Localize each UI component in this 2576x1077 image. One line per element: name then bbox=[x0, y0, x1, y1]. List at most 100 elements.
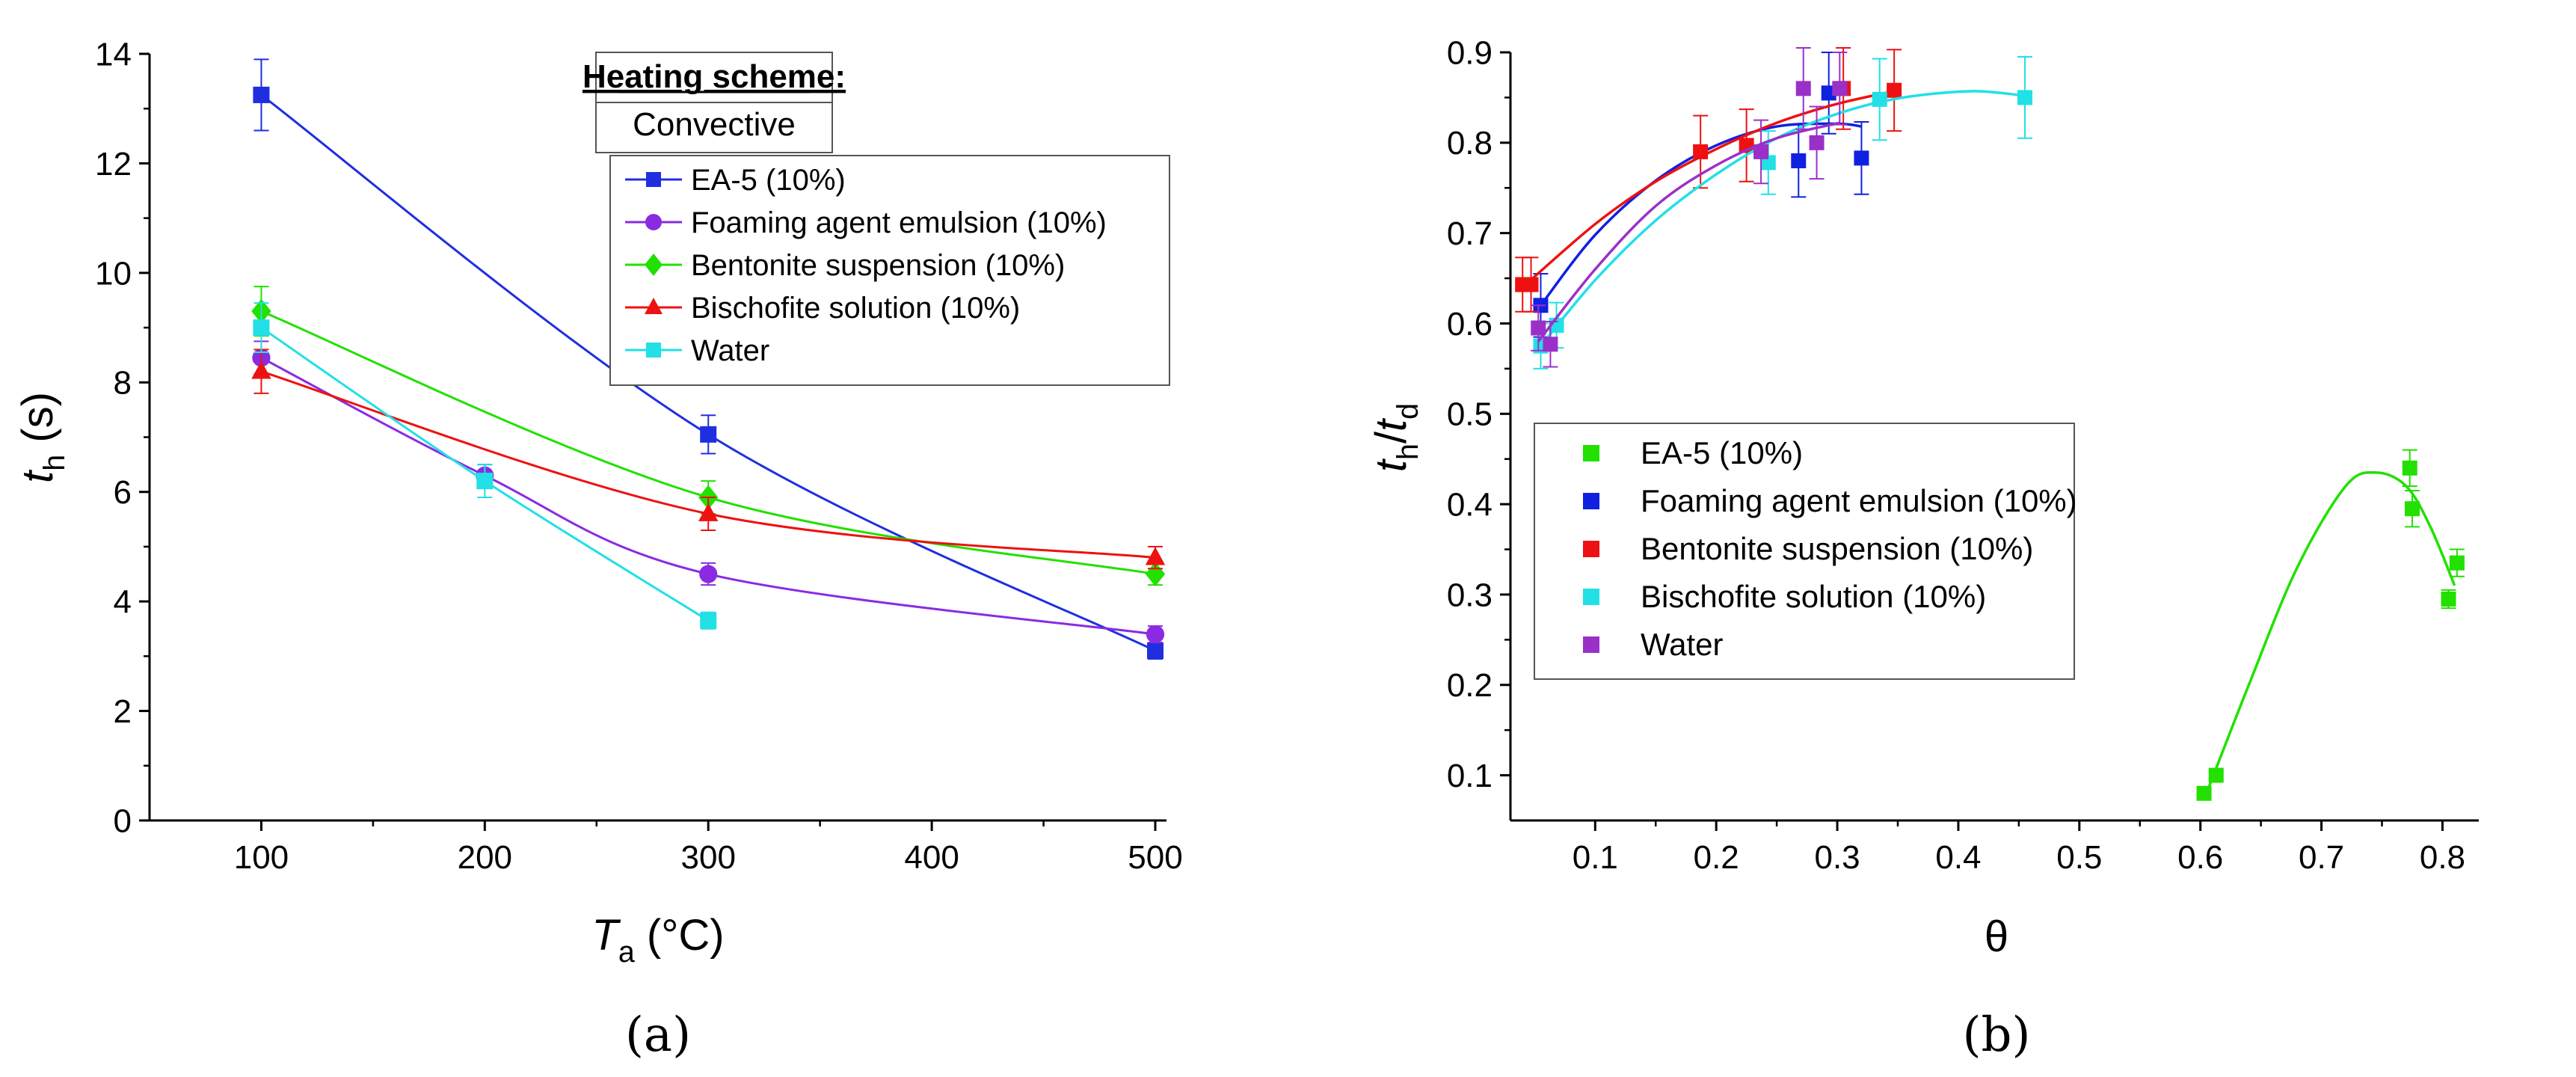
panel-b-data-point bbox=[1872, 91, 1887, 107]
panel-a-y-tick-label: 6 bbox=[114, 474, 132, 511]
panel-a-data-point bbox=[476, 473, 494, 490]
panel-a-legend-label: EA-5 (10%) bbox=[691, 164, 846, 197]
panel-b-y-tick-label: 0.2 bbox=[1447, 667, 1493, 704]
panel-a-y-tick-label: 8 bbox=[114, 365, 132, 402]
panel-a-data-point bbox=[1145, 547, 1166, 565]
panel-b-y-tick-label: 0.8 bbox=[1447, 125, 1493, 162]
panel-b-data-point bbox=[1795, 81, 1811, 96]
panel-a-y-tick-label: 0 bbox=[114, 803, 132, 839]
panel-b-x-tick-label: 0.4 bbox=[1935, 839, 1981, 876]
panel-b-data-point bbox=[1832, 81, 1848, 96]
panel-a-y-tick-label: 10 bbox=[95, 255, 132, 292]
panel-a-data-point bbox=[251, 360, 271, 379]
panel-b-data-point bbox=[1753, 144, 1769, 159]
panel-b-label: (b) bbox=[1963, 1007, 2031, 1063]
panel-b-x-tick-label: 0.1 bbox=[1573, 839, 1618, 876]
panel-a-x-tick-label: 100 bbox=[234, 839, 289, 876]
panel-b-data-point bbox=[2404, 501, 2420, 517]
panel-b-fit-curve bbox=[1540, 90, 2026, 347]
panel-b-data-point bbox=[2402, 460, 2417, 476]
panel-a-legend-marker bbox=[646, 343, 661, 358]
panel-b-data-point bbox=[2449, 555, 2465, 571]
panel-a-legend-marker bbox=[646, 172, 661, 187]
panel-a-legend-marker bbox=[645, 214, 662, 230]
panel-a-data-point bbox=[1147, 642, 1163, 660]
panel-b-x-tick-label: 0.7 bbox=[2299, 839, 2344, 876]
panel-b-x-tick-label: 0.3 bbox=[1814, 839, 1860, 876]
panel-b-y-tick-label: 0.1 bbox=[1447, 758, 1493, 794]
panel-b-legend-marker bbox=[1583, 636, 1599, 653]
panel-b-x-tick-label: 0.5 bbox=[2056, 839, 2102, 876]
panel-b-y-tick-label: 0.7 bbox=[1447, 215, 1493, 252]
panel-a-x-tick-label: 500 bbox=[1128, 839, 1182, 876]
panel-a-legend-subtitle: Convective bbox=[633, 106, 796, 143]
panel-a-y-axis-label: th (s) bbox=[13, 392, 71, 483]
panel-a-legend-title: Heating scheme: bbox=[582, 58, 846, 95]
panel-b-y-tick-label: 0.9 bbox=[1447, 34, 1493, 71]
panel-b-legend-marker bbox=[1583, 493, 1599, 509]
panel-b-series-4 bbox=[1531, 46, 1848, 368]
panel-b-data-point bbox=[1543, 337, 1558, 352]
panel-b-data-point bbox=[1693, 144, 1709, 159]
panel-a-y-tick-label: 2 bbox=[114, 693, 132, 730]
panel-b-data-point bbox=[1523, 277, 1539, 292]
panel-b-x-axis-label: θ bbox=[1985, 912, 2008, 961]
panel-a-legend-marker bbox=[645, 298, 663, 314]
panel-b-legend-marker bbox=[1583, 541, 1599, 557]
panel-a-legend-label: Bischofite solution (10%) bbox=[691, 292, 1020, 325]
panel-a-x-tick-label: 400 bbox=[904, 839, 959, 876]
panel-b-y-tick-label: 0.3 bbox=[1447, 577, 1493, 613]
panel-a-legend-box bbox=[609, 155, 1170, 386]
panel-b-data-point bbox=[2441, 591, 2456, 607]
panel-b-legend-marker bbox=[1583, 589, 1599, 605]
panel-b-data-point bbox=[1887, 82, 1902, 98]
panel-b-data-point bbox=[1809, 135, 1825, 150]
panel-a-y-tick-label: 14 bbox=[95, 36, 132, 73]
panel-b-data-point bbox=[1854, 150, 1869, 166]
panel-b-x-tick-label: 0.2 bbox=[1694, 839, 1739, 876]
panel-a-series-line bbox=[260, 357, 1156, 636]
panel-b-legend-box bbox=[1534, 423, 2075, 680]
panel-b-legend-label: Foaming agent emulsion (10%) bbox=[1641, 483, 2077, 518]
panel-a-data-point bbox=[700, 612, 717, 629]
panel-b-data-point bbox=[2017, 90, 2032, 105]
panel-b-fit-curve bbox=[2205, 470, 2456, 794]
panel-b-data-point bbox=[2208, 767, 2224, 783]
panel-b-chart: 0.1 0.2 0.3 0.4 0.5 0.6 0.7 0.8 0.1 0.2 0.3 0.4 0.5 0… bbox=[1367, 34, 2479, 1063]
panel-b-data-point bbox=[1531, 320, 1546, 336]
panel-b-legend: EA-5 (10%) Foaming agent emulsion (10%) Be… bbox=[1534, 423, 2077, 680]
panel-a-legend: Heating scheme: Convective EA-5 (10%) Foami… bbox=[582, 52, 1170, 386]
panel-a-legend-label: Water bbox=[691, 334, 769, 367]
panel-a-x-tick-label: 200 bbox=[458, 839, 512, 876]
panel-b-fit-curve bbox=[1537, 121, 1840, 343]
panel-a-legend-label: Bentonite suspension (10%) bbox=[691, 249, 1065, 282]
panel-b-y-tick-label: 0.4 bbox=[1447, 487, 1493, 524]
panel-a-y-tick-label: 12 bbox=[95, 146, 132, 182]
panel-a-data-point bbox=[253, 86, 270, 103]
panel-b-legend-label: Bentonite suspension (10%) bbox=[1641, 531, 2033, 566]
panel-b-legend-label: EA-5 (10%) bbox=[1641, 435, 1803, 470]
panel-a-data-point bbox=[699, 565, 718, 583]
panel-a-series-3 bbox=[251, 349, 1166, 570]
panel-a-chart: 100 200 300 400 500 0 2 4 6 8 10 12 14 Heating scheme… bbox=[13, 36, 1183, 1063]
panel-a-x-axis-label: Ta (°C) bbox=[591, 911, 724, 969]
panel-b-data-point bbox=[2196, 785, 2212, 801]
panel-b-y-tick-label: 0.6 bbox=[1447, 306, 1493, 343]
panel-a-label: (a) bbox=[625, 1007, 691, 1063]
panel-a-data-point bbox=[253, 319, 270, 337]
panel-b-legend-label: Water bbox=[1641, 627, 1723, 662]
panel-b-x-tick-label: 0.8 bbox=[2420, 839, 2465, 876]
panel-a-legend-marker bbox=[645, 254, 663, 276]
panel-a-data-point bbox=[698, 503, 719, 521]
panel-b-y-axis-label: th/td bbox=[1367, 403, 1424, 472]
panel-b-legend-label: Bischofite solution (10%) bbox=[1641, 579, 1986, 614]
panel-b-legend-marker bbox=[1583, 445, 1599, 461]
panel-b-y-tick-label: 0.5 bbox=[1447, 396, 1493, 433]
panel-b-fit-curve bbox=[1522, 90, 1895, 289]
panel-a-legend-label: Foaming agent emulsion (10%) bbox=[691, 206, 1107, 239]
panel-b-x-tick-label: 0.6 bbox=[2177, 839, 2223, 876]
panel-b-series-0 bbox=[2196, 449, 2465, 801]
panel-a-series-4 bbox=[253, 302, 717, 630]
panel-b-data-point bbox=[1791, 153, 1807, 168]
